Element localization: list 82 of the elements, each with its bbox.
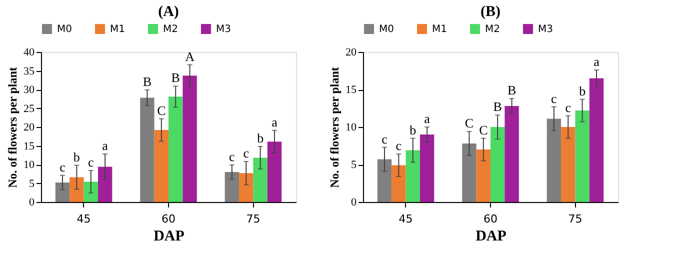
bar [420, 134, 434, 202]
x-axis-title: DAP [476, 228, 506, 244]
data-label: B [171, 70, 180, 86]
data-label: C [479, 122, 488, 138]
data-label: c [551, 90, 558, 106]
bar [406, 150, 420, 202]
y-tick-label: 35 [24, 65, 35, 78]
bar [154, 130, 168, 202]
y-tick-label: 15 [346, 84, 357, 96]
x-tick-label: 60 [162, 212, 176, 226]
legend-label: M2 [485, 24, 500, 35]
data-label: c [243, 146, 250, 160]
data-label: B [507, 82, 516, 98]
x-tick-label: 60 [484, 212, 498, 226]
bar [377, 159, 392, 202]
x-tick-label: 75 [568, 212, 582, 226]
chart-title: (A) [158, 4, 179, 20]
data-label: c [565, 100, 572, 115]
data-label: b [410, 122, 416, 138]
data-label: a [594, 54, 600, 69]
data-label: b [579, 83, 586, 98]
y-tick-label: 40 [24, 46, 35, 58]
legend-label: M3 [538, 24, 553, 35]
x-tick-label: 75 [246, 212, 260, 226]
bar [224, 172, 240, 202]
y-tick-label: 0 [351, 196, 357, 208]
bar [182, 76, 197, 202]
legend-label: M0 [379, 24, 394, 35]
x-tick-label: 45 [76, 212, 91, 226]
data-label: C [464, 116, 474, 130]
y-tick-label: 5 [29, 178, 35, 190]
bar [504, 106, 519, 202]
y-axis-title: No. of flowers per plant [6, 67, 20, 188]
data-label: a [102, 138, 108, 153]
data-label: c [229, 148, 236, 164]
data-label: C [157, 102, 166, 118]
data-label: a [272, 114, 278, 130]
data-label: c [60, 159, 66, 174]
bar [589, 78, 604, 202]
data-label: b [257, 130, 264, 146]
y-tick-label: 25 [24, 102, 35, 115]
legend-label: M0 [57, 24, 72, 35]
chart-title: (B) [480, 4, 500, 20]
x-axis-title: DAP [154, 228, 184, 244]
bar [140, 98, 154, 202]
y-tick-label: 10 [24, 159, 35, 171]
legend-label: M3 [216, 24, 231, 35]
y-tick-label: 15 [24, 140, 35, 152]
y-axis-title: No. of flowers per plant [328, 67, 342, 188]
bar [239, 173, 254, 202]
bar [168, 96, 183, 202]
y-tick-label: 5 [351, 159, 357, 171]
bar [546, 118, 562, 202]
bar [55, 182, 70, 202]
bar [392, 165, 406, 202]
data-label: c [396, 138, 402, 153]
legend-label: M1 [110, 24, 125, 35]
y-tick-label: 0 [29, 196, 35, 208]
legend-label: M2 [163, 24, 178, 35]
data-label: b [73, 149, 80, 164]
data-label: a [424, 111, 430, 126]
data-label: c [382, 131, 388, 146]
x-tick-label: 45 [398, 212, 413, 226]
bar [98, 166, 112, 202]
bar [84, 182, 98, 202]
bar [462, 144, 476, 202]
bar [253, 158, 268, 202]
data-label: B [142, 74, 152, 89]
data-label: A [185, 48, 196, 64]
y-tick-label: 10 [346, 122, 357, 134]
bar [575, 110, 590, 202]
bar [561, 127, 576, 202]
y-tick-label: 20 [24, 122, 35, 134]
bar [267, 142, 282, 202]
legend-label: M1 [432, 24, 447, 35]
y-tick-label: 20 [346, 46, 357, 58]
data-label: B [493, 99, 502, 114]
data-label: c [88, 154, 94, 170]
bar [490, 127, 505, 202]
y-tick-label: 30 [24, 84, 35, 96]
bar [70, 177, 84, 202]
bar [476, 150, 490, 202]
